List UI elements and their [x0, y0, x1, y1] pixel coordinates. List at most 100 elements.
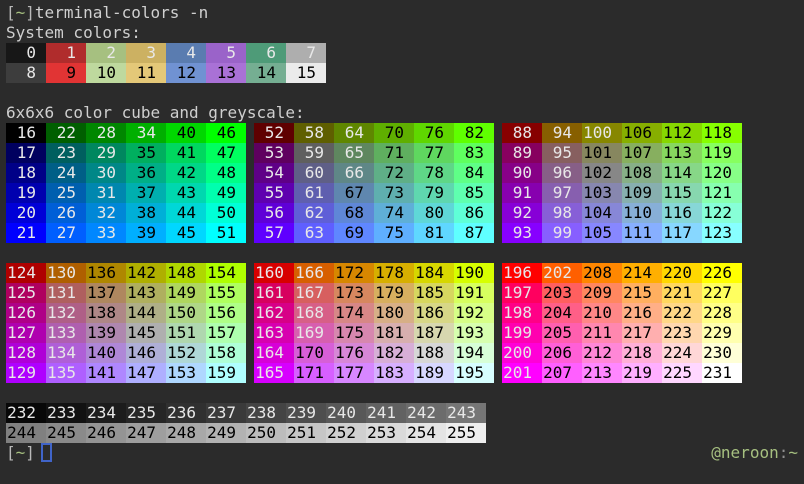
- color-cell-83: 83: [454, 143, 494, 163]
- bottom-prompt-path: ~: [15, 443, 26, 462]
- color-cell-145: 145: [126, 323, 166, 343]
- color-cell-166: 166: [294, 263, 334, 283]
- color-cell-38: 38: [126, 203, 166, 223]
- color-cell-215: 215: [622, 283, 662, 303]
- color-cell-142: 142: [126, 263, 166, 283]
- color-cell-161: 161: [254, 283, 294, 303]
- color-cell-82: 82: [454, 123, 494, 143]
- color-cell-210: 210: [582, 303, 622, 323]
- color-cell-179: 179: [374, 283, 414, 303]
- color-cell-231: 231: [702, 363, 742, 383]
- color-cell-234: 234: [86, 403, 126, 423]
- terminal-cursor[interactable]: [40, 443, 52, 462]
- color-cell-121: 121: [702, 183, 742, 203]
- system-colors-grid: 0 1 2 3 4 5 6 7 8 9 10 11 12 13 14 15: [6, 43, 804, 83]
- color-cell-107: 107: [622, 143, 662, 163]
- cube-block-160: 160 166 172 178 184 190 161 167 173 179 185 191 162 1…: [254, 263, 494, 383]
- right-prompt: @neroon:~: [711, 443, 798, 463]
- color-cell-73: 73: [374, 183, 414, 203]
- color-cell-147: 147: [126, 363, 166, 383]
- color-cell-227: 227: [702, 283, 742, 303]
- color-cell-127: 127: [6, 323, 46, 343]
- color-cell-174: 174: [334, 303, 374, 323]
- color-cell-221: 221: [662, 283, 702, 303]
- color-cell-61: 61: [294, 183, 334, 203]
- color-cell-188: 188: [414, 343, 454, 363]
- color-cell-129: 129: [6, 363, 46, 383]
- color-cell-29: 29: [86, 143, 126, 163]
- color-cell-33: 33: [86, 223, 126, 243]
- command-text: terminal-colors -n: [34, 3, 209, 22]
- color-cell-159: 159: [206, 363, 246, 383]
- color-cell-62: 62: [294, 203, 334, 223]
- color-cell-205: 205: [542, 323, 582, 343]
- color-cell-116: 116: [662, 203, 702, 223]
- right-prompt-path: ~: [788, 443, 798, 462]
- color-cell-52: 52: [254, 123, 294, 143]
- color-cell-86: 86: [454, 203, 494, 223]
- greyscale-row: 244 245 246 247 248 249 250 251 252 253 254 255: [6, 423, 804, 443]
- cube-block-16: 16 22 28 34 40 46 17 23 29 35 41 47 18 24 30 36 42 48 19 25…: [6, 123, 246, 243]
- color-cell-90: 90: [502, 163, 542, 183]
- color-cell-114: 114: [662, 163, 702, 183]
- cube-block-196: 196 202 208 214 220 226 197 203 209 215 221 227 198 2…: [502, 263, 742, 383]
- color-cell-173: 173: [334, 283, 374, 303]
- color-cell-91: 91: [502, 183, 542, 203]
- color-cell-65: 65: [334, 143, 374, 163]
- color-cell-144: 144: [126, 303, 166, 323]
- color-cell-200: 200: [502, 343, 542, 363]
- prompt-close-bracket: ]: [25, 3, 35, 22]
- color-cell-11: 11: [126, 63, 166, 83]
- color-cell-134: 134: [46, 343, 86, 363]
- color-cell-233: 233: [46, 403, 86, 423]
- color-cell-168: 168: [294, 303, 334, 323]
- color-cell-35: 35: [126, 143, 166, 163]
- color-cell-176: 176: [334, 343, 374, 363]
- color-cell-137: 137: [86, 283, 126, 303]
- color-cell-89: 89: [502, 143, 542, 163]
- color-cell-32: 32: [86, 203, 126, 223]
- color-cell-242: 242: [406, 403, 446, 423]
- color-cell-45: 45: [166, 223, 206, 243]
- color-cell-243: 243: [446, 403, 486, 423]
- color-cell-75: 75: [374, 223, 414, 243]
- color-cell-40: 40: [166, 123, 206, 143]
- color-cell-204: 204: [542, 303, 582, 323]
- color-cell-68: 68: [334, 203, 374, 223]
- color-cell-109: 109: [622, 183, 662, 203]
- color-cell-0: 0: [6, 43, 46, 63]
- color-cell-118: 118: [702, 123, 742, 143]
- color-cell-155: 155: [206, 283, 246, 303]
- color-cell-41: 41: [166, 143, 206, 163]
- color-cell-20: 20: [6, 203, 46, 223]
- color-cell-238: 238: [246, 403, 286, 423]
- color-cell-30: 30: [86, 163, 126, 183]
- color-cell-167: 167: [294, 283, 334, 303]
- color-cell-3: 3: [126, 43, 166, 63]
- color-cell-60: 60: [294, 163, 334, 183]
- cube-title: 6x6x6 color cube and greyscale:: [6, 103, 305, 122]
- color-cell-249: 249: [206, 423, 246, 443]
- color-cell-99: 99: [542, 223, 582, 243]
- color-cell-225: 225: [662, 363, 702, 383]
- color-cell-133: 133: [46, 323, 86, 343]
- color-cell-92: 92: [502, 203, 542, 223]
- prompt-open-bracket: [: [6, 3, 16, 22]
- color-cell-251: 251: [286, 423, 326, 443]
- color-cell-128: 128: [6, 343, 46, 363]
- color-cell-148: 148: [166, 263, 206, 283]
- color-cell-141: 141: [86, 363, 126, 383]
- color-cell-181: 181: [374, 323, 414, 343]
- color-cell-170: 170: [294, 343, 334, 363]
- color-cell-5: 5: [206, 43, 246, 63]
- color-cell-46: 46: [206, 123, 246, 143]
- color-cell-17: 17: [6, 143, 46, 163]
- color-cell-53: 53: [254, 143, 294, 163]
- color-cell-97: 97: [542, 183, 582, 203]
- color-cell-150: 150: [166, 303, 206, 323]
- color-cell-175: 175: [334, 323, 374, 343]
- command-line: [~]terminal-colors -n: [6, 3, 804, 23]
- color-cell-239: 239: [286, 403, 326, 423]
- color-cell-78: 78: [414, 163, 454, 183]
